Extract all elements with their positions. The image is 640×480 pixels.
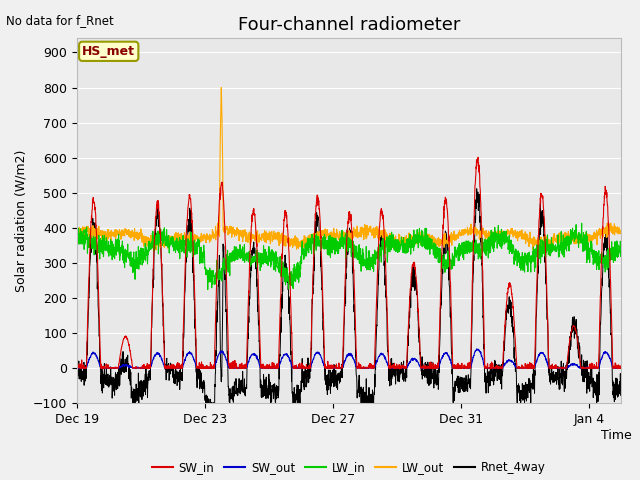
SW_in [502, 312, 509, 318]
LW_out [73, 237, 81, 243]
LW_out [237, 231, 244, 237]
SW_out [191, 358, 198, 364]
Rnet_4way [502, 322, 509, 327]
SW_in [617, 365, 625, 371]
LW_in [73, 232, 81, 238]
LW_out [617, 227, 625, 233]
Line: Rnet_4way: Rnet_4way [77, 189, 621, 419]
Legend: SW_in, SW_out, LW_in, LW_out, Rnet_4way: SW_in, SW_out, LW_in, LW_out, Rnet_4way [147, 456, 551, 479]
LW_in [183, 245, 191, 251]
SW_out [116, 364, 124, 370]
LW_in [237, 243, 244, 249]
SW_out [73, 365, 81, 371]
LW_in [502, 237, 509, 242]
LW_out [218, 84, 225, 90]
Rnet_4way [617, 393, 625, 398]
Rnet_4way [183, 245, 191, 251]
LW_in [578, 220, 586, 226]
Title: Four-channel radiometer: Four-channel radiometer [237, 16, 460, 34]
LW_out [116, 227, 124, 232]
Y-axis label: Solar radiation (W/m2): Solar radiation (W/m2) [14, 150, 27, 292]
LW_in [204, 287, 212, 292]
Text: No data for f_Rnet: No data for f_Rnet [6, 14, 114, 27]
Text: HS_met: HS_met [82, 45, 135, 58]
SW_out [73, 365, 81, 371]
Line: SW_out: SW_out [77, 349, 621, 368]
Rnet_4way [473, 186, 481, 192]
LW_in [116, 242, 124, 248]
SW_in [73, 365, 81, 371]
LW_out [539, 249, 547, 254]
Line: SW_in: SW_in [77, 157, 621, 368]
Rnet_4way [116, 375, 124, 381]
Rnet_4way [372, 340, 380, 346]
Rnet_4way [73, 361, 81, 367]
Rnet_4way [237, 378, 244, 384]
SW_out [617, 365, 625, 371]
SW_out [473, 346, 481, 352]
X-axis label: Time: Time [601, 429, 632, 442]
SW_in [190, 277, 198, 283]
SW_in [183, 217, 191, 223]
SW_in [474, 155, 482, 160]
SW_in [116, 357, 124, 363]
LW_out [502, 230, 509, 236]
Line: LW_out: LW_out [77, 87, 621, 252]
LW_out [183, 232, 191, 238]
SW_out [502, 360, 509, 366]
Rnet_4way [204, 416, 212, 422]
SW_out [372, 361, 380, 367]
LW_in [190, 244, 198, 250]
LW_in [617, 253, 625, 259]
SW_in [236, 365, 244, 371]
LW_in [372, 249, 380, 254]
SW_out [184, 352, 191, 358]
SW_out [237, 365, 244, 371]
SW_in [372, 317, 380, 323]
Rnet_4way [190, 297, 198, 303]
Line: LW_in: LW_in [77, 223, 621, 289]
LW_out [372, 226, 380, 232]
LW_out [190, 233, 198, 239]
